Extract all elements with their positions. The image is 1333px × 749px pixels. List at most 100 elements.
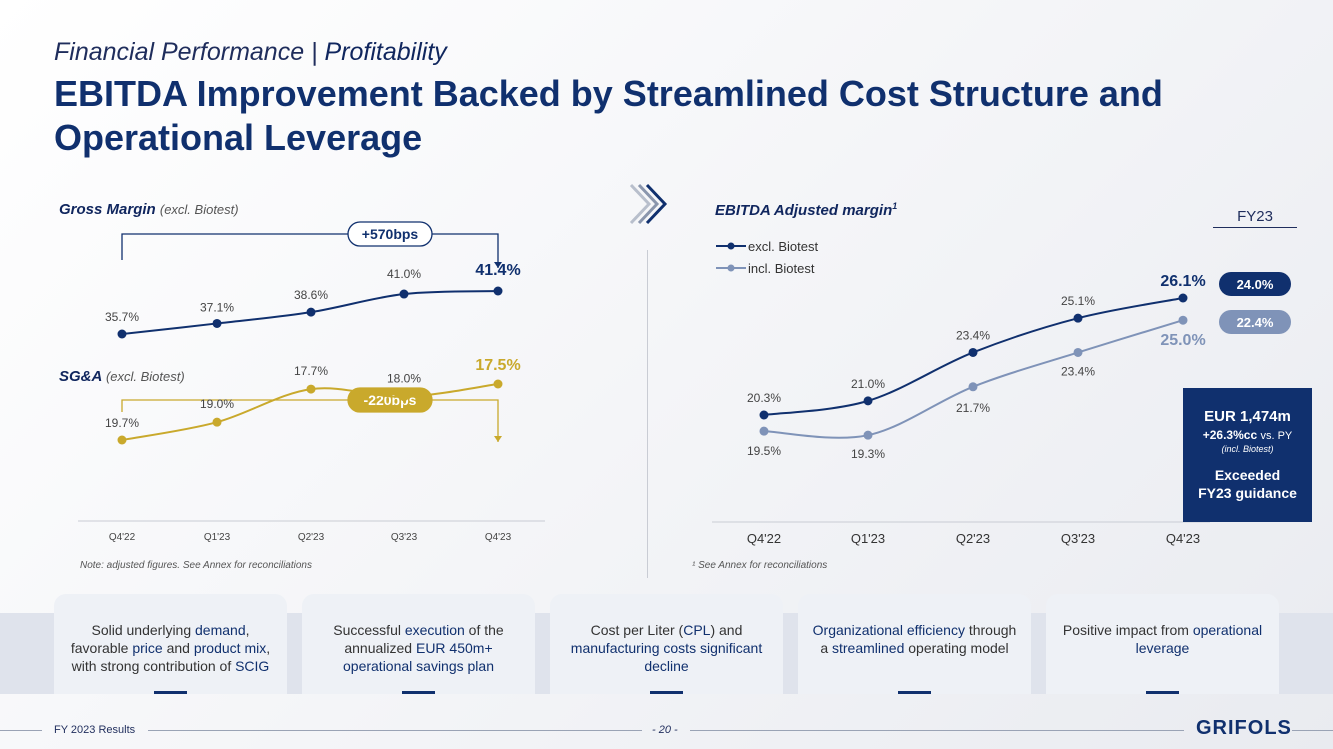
fy23-label: FY23 [1213, 208, 1297, 228]
excl-biotest-point [759, 410, 769, 420]
legend-label: excl. Biotest [748, 239, 818, 254]
incl-biotest-point [1178, 315, 1188, 325]
driver-card: Successful execution of the annualized E… [302, 594, 535, 694]
card-text: Successful [333, 622, 405, 638]
card-highlight-text: streamlined [832, 640, 905, 656]
incl-biotest-point [759, 426, 769, 436]
driver-card: Cost per Liter (CPL) and manufacturing c… [550, 594, 783, 694]
right-x-tick: Q4'22 [747, 531, 781, 546]
gross-margin-point [399, 289, 409, 299]
card-accent-bar [1146, 691, 1179, 694]
card-accent-bar [650, 691, 683, 694]
card-text: Positive impact from [1062, 622, 1193, 638]
excl-biotest-point [968, 347, 978, 357]
fy23-summary-box: EUR 1,474m +26.3%cc vs. PY (incl. Biotes… [1183, 388, 1312, 522]
sga-data-label: 19.0% [200, 397, 234, 411]
box-line1: EUR 1,474m [1204, 408, 1291, 425]
chevron-right-icon [629, 183, 668, 225]
left-x-tick: Q3'23 [391, 532, 418, 543]
sga-point [306, 384, 316, 394]
sga-data-label: 19.7% [105, 416, 139, 430]
incl-biotest-data-label: 21.7% [956, 401, 990, 415]
card-text: of the annualized [344, 622, 504, 656]
gross-margin-point [117, 329, 127, 339]
footer-rule-end [1292, 730, 1333, 731]
right-x-tick: Q4'23 [1166, 531, 1200, 546]
fy23-pill-label: 22.4% [1237, 315, 1274, 330]
box-line4: Exceeded FY23 guidance [1198, 467, 1297, 501]
legend-marker [727, 242, 735, 250]
excl-biotest-data-label: 25.1% [1061, 294, 1095, 308]
card-text: through a [820, 622, 1017, 656]
arrow-head-icon [494, 436, 502, 442]
right-x-tick: Q3'23 [1061, 531, 1095, 546]
right-x-tick: Q2'23 [956, 531, 990, 546]
excl-biotest-data-label: 20.3% [747, 391, 781, 405]
card-text: Cost per Liter ( [590, 622, 684, 638]
fy23-pill-label: 24.0% [1237, 277, 1274, 292]
sga-point [493, 379, 503, 389]
legend-label: incl. Biotest [748, 261, 815, 276]
incl-biotest-data-label: 25.0% [1160, 332, 1205, 349]
gross-margin-point [493, 286, 503, 296]
card-text: Solid underlying [91, 622, 196, 638]
excl-biotest-point [1178, 293, 1188, 303]
page-subtitle: Financial Performance | Profitability [54, 38, 447, 66]
change-bracket [121, 399, 499, 442]
sga-point [212, 417, 222, 427]
gross-margin-data-label: 41.4% [475, 262, 520, 279]
incl-biotest-data-label: 23.4% [1061, 364, 1095, 378]
gross-margin-data-label: 41.0% [387, 267, 421, 281]
fy23-pill [1219, 310, 1291, 334]
change-label: +570bps [362, 226, 419, 242]
excl-biotest-data-label: 21.0% [851, 377, 885, 391]
change-bracket [121, 233, 499, 268]
sga-point [117, 435, 127, 445]
right-note: ¹ See Annex for reconciliations [692, 560, 828, 571]
incl-biotest-point [1073, 347, 1083, 357]
excl-biotest-point [863, 396, 873, 406]
fy23-pill [1219, 272, 1291, 296]
left-x-tick: Q4'23 [485, 532, 512, 543]
card-highlight-text: SCIG [235, 658, 270, 674]
incl-biotest-data-label: 19.3% [851, 447, 885, 461]
arrow-head-icon [494, 262, 502, 268]
legend-marker [727, 264, 735, 272]
right-chart: Q4'22 Q1'23 Q2'23 Q3'23 Q4'23 19.5% 19.3% 21.7%… [712, 239, 1291, 546]
incl-biotest-point [968, 382, 978, 392]
excl-biotest-data-label: 23.4% [956, 328, 990, 342]
driver-card: Organizational efficiency through a stre… [798, 594, 1031, 694]
card-accent-bar [898, 691, 931, 694]
card-accent-bar [402, 691, 435, 694]
card-text: operating model [904, 640, 1009, 656]
sga-data-label: 18.0% [387, 372, 421, 386]
card-highlight-text: product mix [193, 640, 267, 656]
incl-biotest-point [863, 430, 873, 440]
card-highlight-text: price [132, 640, 163, 656]
card-text: , with strong contribution of [71, 640, 271, 674]
left-x-tick: Q4'22 [109, 532, 136, 543]
page-title: EBITDA Improvement Backed by Streamlined… [54, 73, 1163, 158]
gross-margin-data-label: 35.7% [105, 310, 139, 324]
gross-margin-title: Gross Margin (excl. Biotest) [59, 201, 239, 218]
sga-title: SG&A (excl. Biotest) [59, 368, 185, 385]
card-text: , favorable [70, 622, 250, 656]
sga-data-label: 17.7% [294, 364, 328, 378]
card-highlight-text: operational leverage [1135, 622, 1263, 656]
footer-rule-right [690, 730, 1184, 731]
ebitda-title: EBITDA Adjusted margin1 [715, 201, 898, 219]
card-accent-bar [154, 691, 187, 694]
card-highlight-text: manufacturing costs significant decline [570, 640, 763, 674]
gross-margin-point [212, 318, 222, 328]
grifols-logo: GRIFOLS [1196, 717, 1292, 739]
card-highlight-text: execution [404, 622, 465, 638]
left-note: Note: adjusted figures. See Annex for re… [80, 560, 312, 571]
card-highlight-text: demand [195, 622, 246, 638]
gross-margin-data-label: 37.1% [200, 300, 234, 314]
gross-margin-point [306, 307, 316, 317]
gross-margin-data-label: 38.6% [294, 288, 328, 302]
panel-divider [647, 250, 648, 578]
card-text: and [162, 640, 194, 656]
